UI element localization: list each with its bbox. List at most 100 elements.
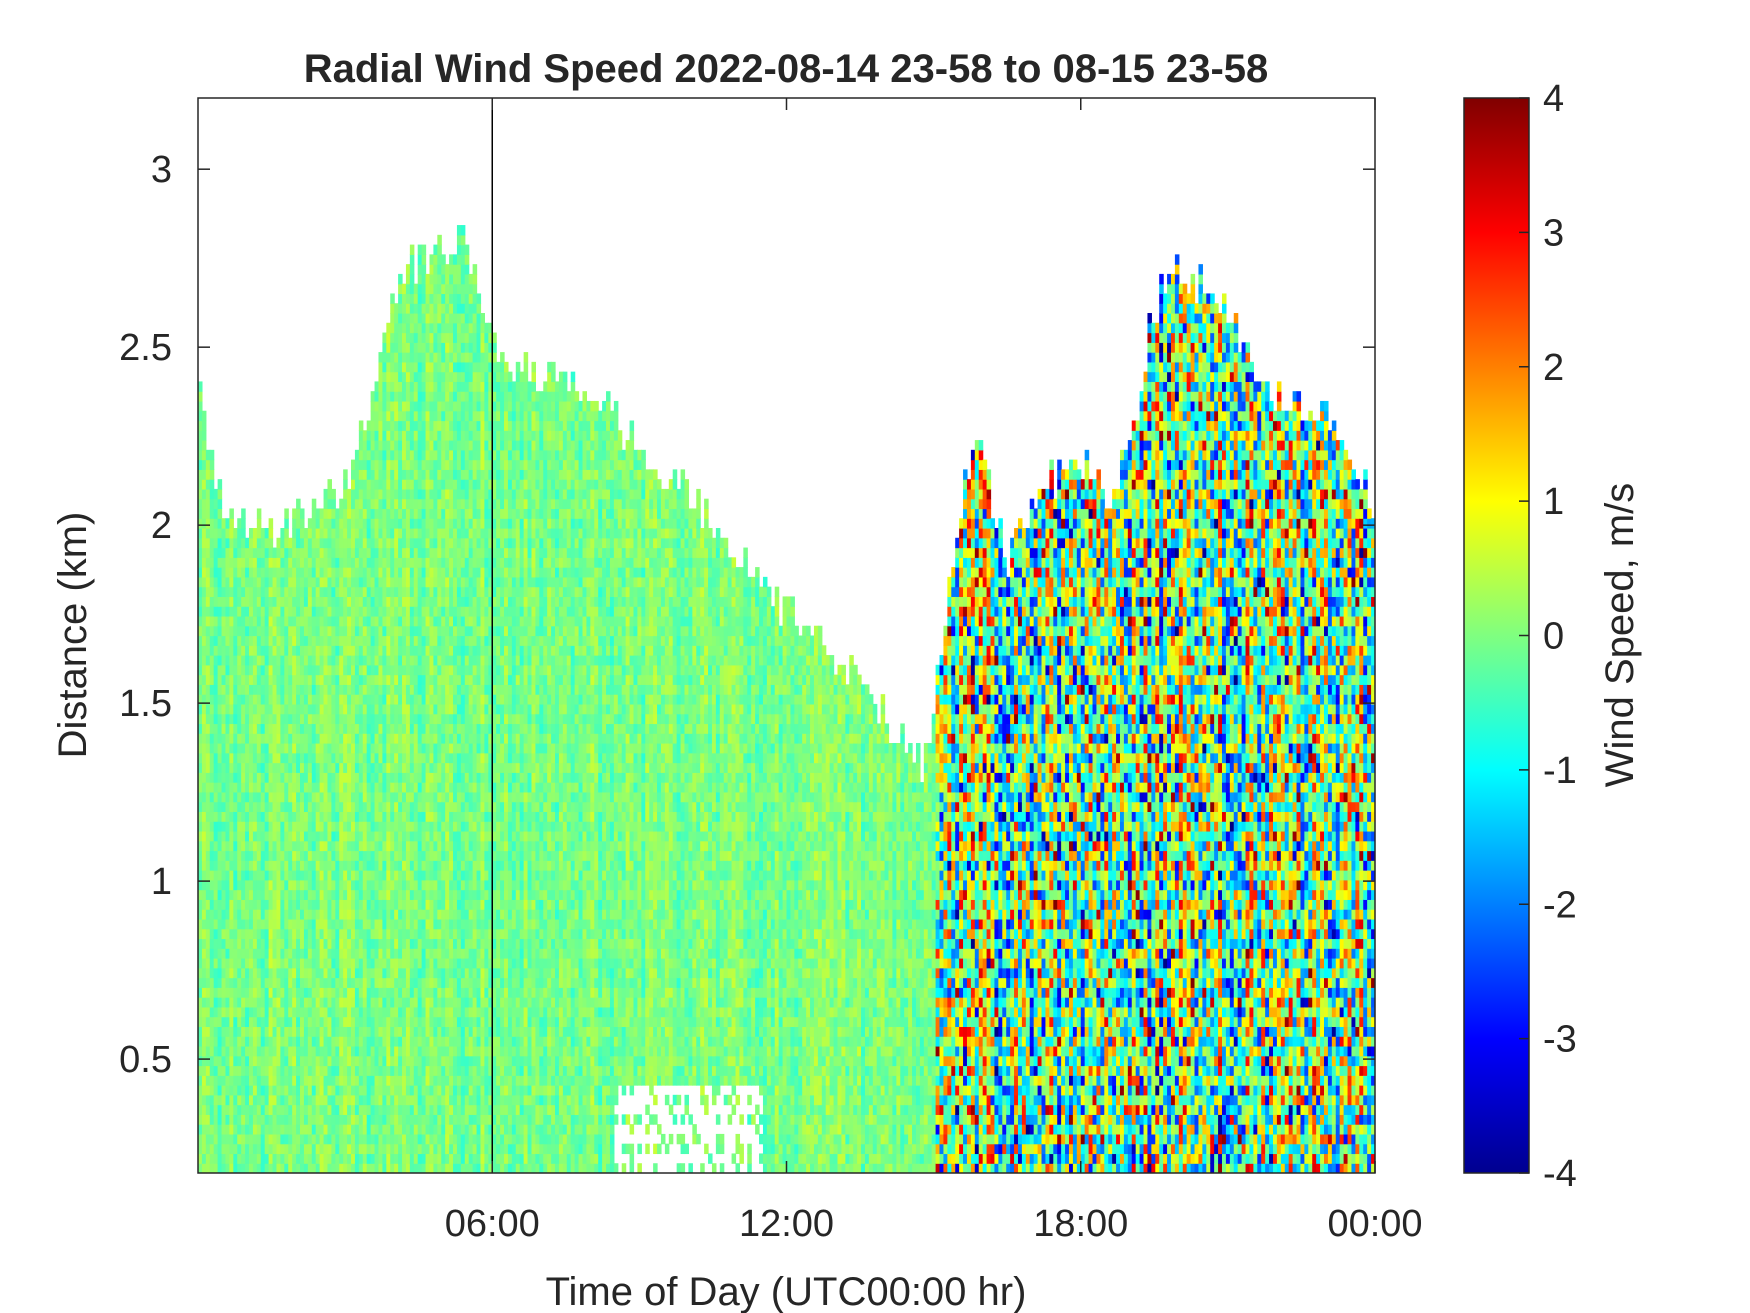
- heatmap-cell: [343, 899, 348, 909]
- heatmap-cell: [375, 1036, 380, 1046]
- heatmap-cell: [257, 626, 262, 636]
- heatmap-cell: [382, 372, 387, 382]
- heatmap-cell: [222, 704, 227, 714]
- heatmap-cell: [433, 978, 438, 988]
- heatmap-cell: [426, 548, 431, 558]
- heatmap-cell: [441, 684, 446, 694]
- heatmap-cell: [214, 528, 219, 538]
- heatmap-cell: [429, 1007, 434, 1017]
- heatmap-cell: [276, 684, 281, 694]
- heatmap-cell: [375, 723, 380, 733]
- heatmap-cell: [453, 1134, 458, 1144]
- heatmap-cell: [398, 978, 403, 988]
- heatmap-cell: [265, 792, 270, 802]
- heatmap-cell: [382, 1075, 387, 1085]
- heatmap-cell: [296, 577, 301, 587]
- heatmap-cell: [280, 987, 285, 997]
- heatmap-cell: [394, 792, 399, 802]
- heatmap-cell: [284, 860, 289, 870]
- heatmap-cell: [426, 391, 431, 401]
- heatmap-cell: [269, 1056, 274, 1066]
- heatmap-cell: [414, 489, 419, 499]
- heatmap-cell: [253, 978, 258, 988]
- heatmap-cell: [367, 1017, 372, 1027]
- heatmap-cell: [233, 938, 238, 948]
- heatmap-cell: [335, 987, 340, 997]
- heatmap-cell: [269, 1017, 274, 1027]
- heatmap-cell: [445, 362, 450, 372]
- heatmap-cell: [433, 508, 438, 518]
- heatmap-cell: [351, 489, 356, 499]
- heatmap-cell: [233, 851, 238, 861]
- heatmap-cell: [433, 909, 438, 919]
- heatmap-cell: [445, 860, 450, 870]
- heatmap-cell: [229, 626, 234, 636]
- heatmap-cell: [245, 1134, 250, 1144]
- heatmap-cell: [335, 958, 340, 968]
- heatmap-cell: [355, 1075, 360, 1085]
- heatmap-cell: [308, 841, 313, 851]
- heatmap-cell: [390, 313, 395, 323]
- heatmap-cell: [441, 1075, 446, 1085]
- heatmap-cell: [375, 1085, 380, 1095]
- heatmap-cell: [422, 245, 427, 255]
- heatmap-cell: [280, 577, 285, 587]
- heatmap-cell: [426, 489, 431, 499]
- heatmap-cell: [402, 518, 407, 528]
- heatmap-cell: [327, 753, 332, 763]
- heatmap-cell: [324, 557, 329, 567]
- heatmap-cell: [280, 714, 285, 724]
- heatmap-cell: [414, 684, 419, 694]
- heatmap-cell: [300, 606, 305, 616]
- heatmap-cell: [276, 587, 281, 597]
- heatmap-cell: [218, 606, 223, 616]
- heatmap-cell: [222, 1163, 227, 1173]
- heatmap-cell: [453, 1046, 458, 1056]
- heatmap-cell: [265, 929, 270, 939]
- heatmap-cell: [261, 1056, 266, 1066]
- heatmap-cell: [402, 284, 407, 294]
- heatmap-cell: [386, 1134, 391, 1144]
- heatmap-cell: [296, 909, 301, 919]
- heatmap-cell: [316, 665, 321, 675]
- heatmap-cell: [414, 968, 419, 978]
- heatmap-cell: [343, 1144, 348, 1154]
- heatmap-cell: [316, 1095, 321, 1105]
- heatmap-cell: [410, 1114, 415, 1124]
- heatmap-cell: [218, 596, 223, 606]
- heatmap-cell: [445, 870, 450, 880]
- heatmap-cell: [280, 909, 285, 919]
- heatmap-cell: [382, 665, 387, 675]
- heatmap-cell: [214, 557, 219, 567]
- heatmap-cell: [351, 548, 356, 558]
- heatmap-cell: [257, 929, 262, 939]
- heatmap-cell: [398, 890, 403, 900]
- heatmap-cell: [327, 929, 332, 939]
- heatmap-cell: [288, 596, 293, 606]
- heatmap-cell: [347, 1114, 352, 1124]
- heatmap-cell: [398, 1163, 403, 1173]
- heatmap-cell: [406, 792, 411, 802]
- heatmap-cell: [288, 968, 293, 978]
- heatmap-cell: [402, 987, 407, 997]
- heatmap-cell: [441, 870, 446, 880]
- heatmap-cell: [445, 919, 450, 929]
- heatmap-cell: [304, 772, 309, 782]
- heatmap-cell: [269, 958, 274, 968]
- heatmap-cell: [284, 538, 289, 548]
- heatmap-cell: [202, 831, 207, 841]
- heatmap-cell: [418, 401, 423, 411]
- heatmap-cell: [414, 333, 419, 343]
- heatmap-cell: [382, 1134, 387, 1144]
- heatmap-cell: [210, 460, 215, 470]
- heatmap-cell: [327, 1017, 332, 1027]
- heatmap-cell: [386, 753, 391, 763]
- heatmap-cell: [312, 1144, 317, 1154]
- heatmap-cell: [331, 899, 336, 909]
- heatmap-cell: [418, 1026, 423, 1036]
- heatmap-cell: [390, 1153, 395, 1163]
- heatmap-cell: [390, 958, 395, 968]
- heatmap-cell: [316, 616, 321, 626]
- heatmap-cell: [269, 899, 274, 909]
- heatmap-cell: [269, 587, 274, 597]
